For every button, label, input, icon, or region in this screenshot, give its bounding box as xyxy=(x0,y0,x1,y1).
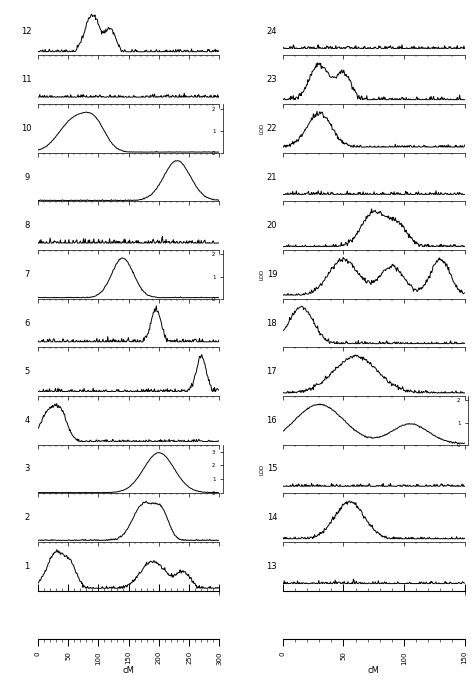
Y-axis label: 3: 3 xyxy=(24,464,29,473)
Y-axis label: 9: 9 xyxy=(24,173,29,182)
Y-axis label: 20: 20 xyxy=(267,221,277,231)
X-axis label: cM: cM xyxy=(368,666,380,675)
Y-axis label: 23: 23 xyxy=(266,75,277,84)
Y-axis label: 21: 21 xyxy=(267,173,277,182)
Y-axis label: 16: 16 xyxy=(266,415,277,425)
Y-axis label: 2: 2 xyxy=(24,513,29,522)
Y-axis label: 19: 19 xyxy=(267,270,277,279)
Y-axis label: 10: 10 xyxy=(21,124,32,133)
Y-axis label: 6: 6 xyxy=(24,318,29,328)
Y-axis label: 7: 7 xyxy=(24,270,29,279)
Y-axis label: 8: 8 xyxy=(24,221,29,231)
Y-axis label: 15: 15 xyxy=(267,464,277,473)
Y-axis label: 5: 5 xyxy=(24,367,29,376)
Y-axis label: 24: 24 xyxy=(267,27,277,35)
Y-axis label: 1: 1 xyxy=(24,562,29,571)
Y-axis label: 4: 4 xyxy=(24,415,29,425)
X-axis label: cM: cM xyxy=(123,666,135,675)
Y-axis label: 18: 18 xyxy=(266,318,277,328)
Y-axis label: 12: 12 xyxy=(21,27,32,35)
Y-axis label: 17: 17 xyxy=(266,367,277,376)
Y-axis label: 14: 14 xyxy=(267,513,277,522)
Y-axis label: 22: 22 xyxy=(267,124,277,133)
Y-axis label: 13: 13 xyxy=(266,562,277,571)
Y-axis label: 11: 11 xyxy=(21,75,32,84)
